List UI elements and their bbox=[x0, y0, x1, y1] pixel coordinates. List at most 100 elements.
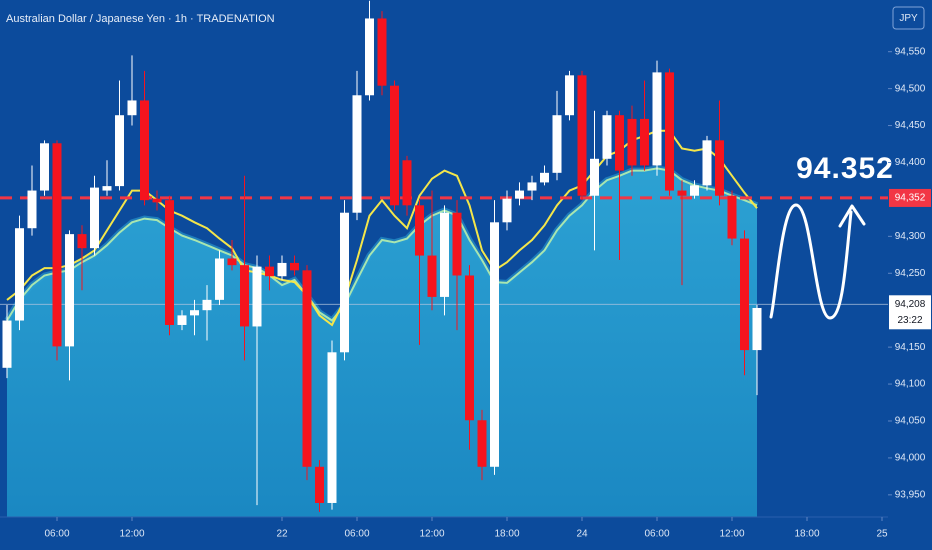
candle-body bbox=[465, 275, 474, 421]
level-annotation: 94.352 bbox=[796, 152, 894, 185]
current-badge-label: 94,208 bbox=[895, 299, 926, 310]
candle-body bbox=[627, 118, 637, 166]
projection-arrowhead bbox=[838, 204, 866, 228]
x-tick-label: 18:00 bbox=[794, 529, 819, 540]
candle-body bbox=[52, 143, 62, 347]
candle-body bbox=[190, 310, 199, 316]
candle-body bbox=[327, 352, 337, 503]
candle-body bbox=[452, 212, 462, 276]
candle-body bbox=[602, 115, 612, 159]
candle-body bbox=[2, 320, 12, 368]
price-axis bbox=[888, 0, 932, 517]
candle-body bbox=[390, 85, 399, 206]
candle-body bbox=[527, 182, 537, 191]
candle-body bbox=[752, 307, 762, 351]
candle-body bbox=[577, 75, 587, 196]
candle-body bbox=[290, 262, 299, 271]
x-tick-label: 06:00 bbox=[344, 529, 369, 540]
y-tick-label: 94,400 bbox=[895, 157, 926, 168]
x-tick-label: 22 bbox=[276, 529, 288, 540]
candle-body bbox=[552, 115, 562, 173]
candle-body bbox=[102, 186, 112, 191]
candle-body bbox=[202, 299, 212, 311]
candle-body bbox=[665, 72, 674, 191]
candle-body bbox=[427, 255, 437, 297]
level-badge-label: 94,352 bbox=[895, 193, 926, 204]
candle-body bbox=[277, 262, 287, 277]
y-tick-label: 94,050 bbox=[895, 416, 926, 427]
candle-body bbox=[727, 195, 737, 239]
candle-body bbox=[40, 143, 49, 191]
candle-body bbox=[152, 198, 162, 203]
plot-area bbox=[0, 0, 888, 517]
candle-body bbox=[240, 265, 249, 327]
candle-body bbox=[340, 212, 349, 353]
candle-body bbox=[65, 234, 74, 347]
candle-body bbox=[690, 185, 699, 196]
candle-body bbox=[590, 158, 599, 196]
candle-body bbox=[77, 234, 87, 249]
candle-body bbox=[215, 258, 224, 300]
x-tick-label: 06:00 bbox=[44, 529, 69, 540]
candle-body bbox=[652, 72, 662, 166]
candle-body bbox=[265, 266, 274, 277]
projection-wave bbox=[769, 203, 853, 320]
candle-body bbox=[640, 118, 649, 166]
candle-body bbox=[477, 420, 487, 467]
candle-body bbox=[402, 160, 412, 206]
y-tick-label: 94,500 bbox=[895, 83, 926, 94]
chart-title: Australian Dollar / Japanese Yen · 1h · … bbox=[6, 13, 275, 25]
candle-body bbox=[377, 18, 387, 86]
ma-area bbox=[7, 168, 757, 517]
candle-body bbox=[90, 187, 99, 249]
candle-body bbox=[502, 198, 512, 223]
candle-body bbox=[415, 205, 424, 256]
x-tick-label: 12:00 bbox=[719, 529, 744, 540]
level-badge bbox=[889, 188, 931, 207]
candle-body bbox=[27, 190, 37, 229]
candle-body bbox=[490, 222, 499, 467]
candle-body bbox=[140, 100, 149, 201]
candle-body bbox=[540, 172, 549, 183]
candle-body bbox=[127, 100, 137, 116]
candle-body bbox=[615, 115, 624, 171]
candle-body bbox=[352, 95, 362, 213]
x-tick-label: 18:00 bbox=[494, 529, 519, 540]
candle-body bbox=[252, 266, 262, 327]
time-axis bbox=[0, 517, 932, 550]
y-tick-label: 94,000 bbox=[895, 453, 926, 464]
y-tick-label: 94,450 bbox=[895, 120, 926, 131]
x-tick-label: 12:00 bbox=[419, 529, 444, 540]
candle-body bbox=[515, 190, 524, 199]
x-tick-label: 06:00 bbox=[644, 529, 669, 540]
x-tick-label: 24 bbox=[576, 529, 588, 540]
y-tick-label: 93,950 bbox=[895, 489, 926, 500]
candle-body bbox=[165, 200, 174, 325]
y-tick-label: 94,100 bbox=[895, 379, 926, 390]
y-tick-label: 94,300 bbox=[895, 231, 926, 242]
currency-label[interactable]: JPY bbox=[899, 13, 918, 24]
countdown-label: 23:22 bbox=[897, 315, 922, 326]
candle-body bbox=[677, 190, 687, 196]
candle-body bbox=[715, 140, 724, 196]
currency-button[interactable] bbox=[892, 6, 925, 30]
candle-body bbox=[302, 270, 312, 467]
candle-body bbox=[227, 258, 237, 266]
x-tick-label: 12:00 bbox=[119, 529, 144, 540]
candle-body bbox=[365, 18, 374, 96]
current-badge bbox=[889, 295, 931, 330]
y-tick-label: 94,150 bbox=[895, 342, 926, 353]
candle-body bbox=[315, 466, 324, 503]
candle-body bbox=[440, 212, 449, 297]
y-tick-label: 94,250 bbox=[895, 268, 926, 279]
candle-body bbox=[115, 115, 124, 187]
candle-body bbox=[177, 315, 187, 325]
candle-body bbox=[702, 140, 712, 186]
candle-body bbox=[15, 228, 24, 321]
y-tick-label: 94,550 bbox=[895, 46, 926, 57]
candle-body bbox=[740, 238, 749, 351]
x-tick-label: 25 bbox=[876, 529, 888, 540]
candle-body bbox=[565, 75, 574, 116]
